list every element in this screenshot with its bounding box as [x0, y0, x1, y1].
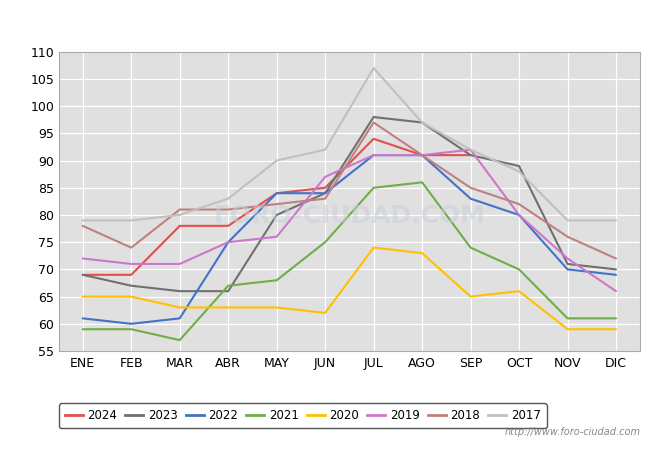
Text: http://www.foro-ciudad.com: http://www.foro-ciudad.com: [504, 428, 640, 437]
Text: Afiliados en Isábena a 30/9/2024: Afiliados en Isábena a 30/9/2024: [189, 14, 461, 33]
Text: FORO-CIUDAD.COM: FORO-CIUDAD.COM: [213, 204, 486, 228]
Legend: 2024, 2023, 2022, 2021, 2020, 2019, 2018, 2017: 2024, 2023, 2022, 2021, 2020, 2019, 2018…: [59, 403, 547, 428]
